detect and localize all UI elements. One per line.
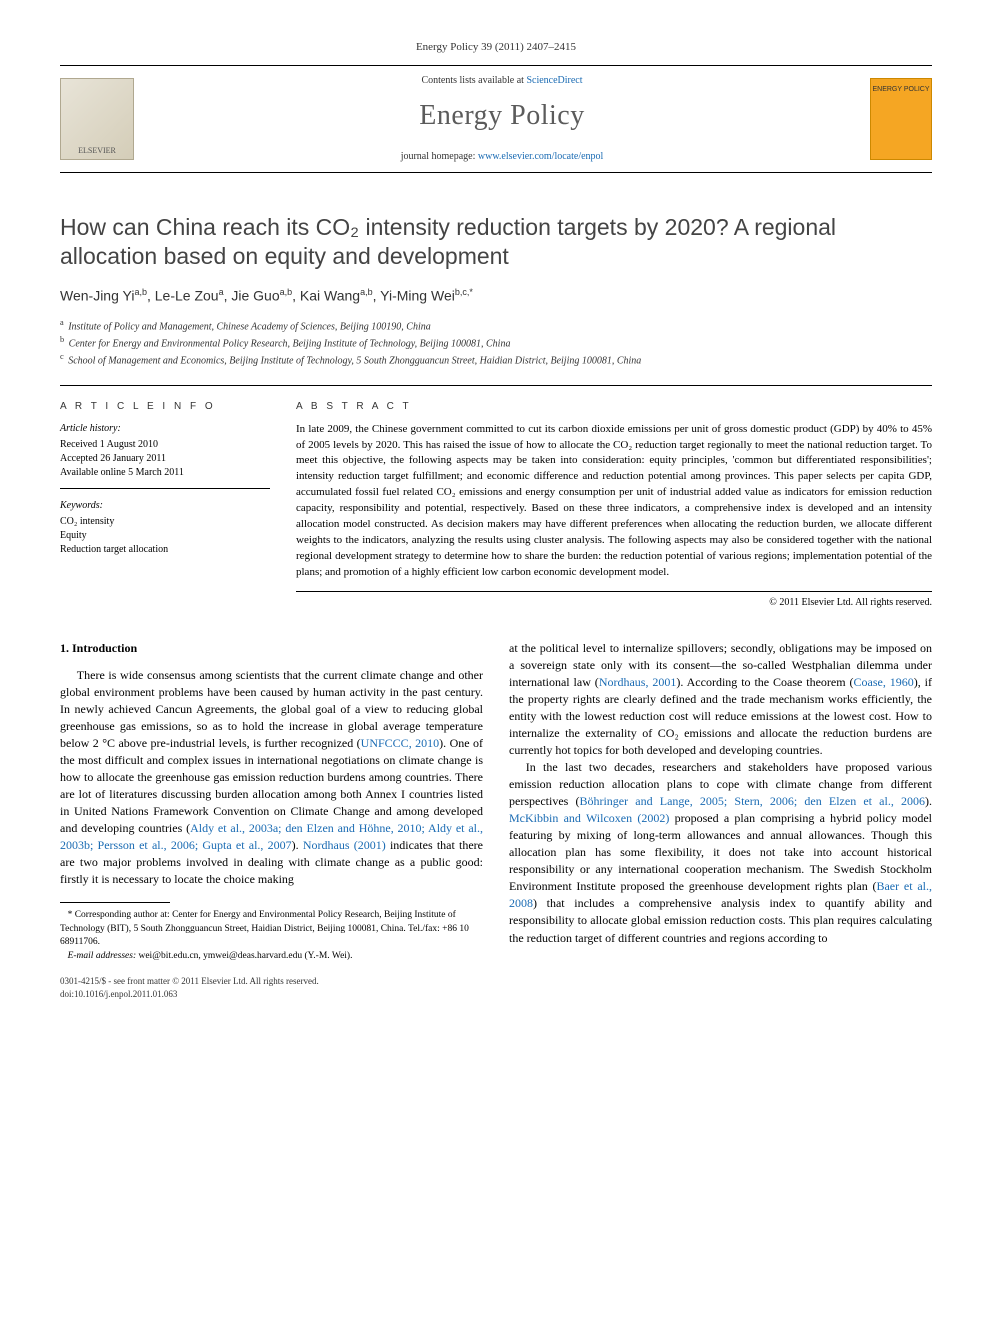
col2-p2-d: ) that includes a comprehensive analysis…: [509, 896, 932, 944]
ref-unfccc-2010[interactable]: UNFCCC, 2010: [361, 736, 439, 750]
abstract-column: A B S T R A C T In late 2009, the Chines…: [296, 400, 932, 610]
keyword-3: Reduction target allocation: [60, 543, 270, 557]
body-two-column: 1. Introduction There is wide consensus …: [60, 640, 932, 1000]
history-received: Received 1 August 2010: [60, 438, 270, 452]
keywords-block: Keywords: CO₂ intensity Equity Reduction…: [60, 499, 270, 557]
footer-doi: doi:10.1016/j.enpol.2011.01.063: [60, 988, 483, 1001]
footer-line-1: 0301-4215/$ - see front matter © 2011 El…: [60, 975, 483, 988]
article-info-heading: A R T I C L E I N F O: [60, 400, 270, 414]
intro-text-c: ).: [292, 838, 303, 852]
journal-homepage-line: journal homepage: www.elsevier.com/locat…: [148, 150, 856, 164]
section-1-heading: 1. Introduction: [60, 640, 483, 657]
elsevier-logo-label: ELSEVIER: [78, 145, 116, 156]
intro-paragraph-1: There is wide consensus among scientists…: [60, 667, 483, 888]
footnote-separator: [60, 902, 170, 903]
footnotes: * Corresponding author at: Center for En…: [60, 909, 483, 963]
keywords-label: Keywords:: [60, 499, 270, 513]
article-history-block: Article history: Received 1 August 2010 …: [60, 422, 270, 489]
journal-cover-label: ENERGY POLICY: [872, 85, 929, 95]
intro-paragraph-2: In the last two decades, researchers and…: [509, 759, 932, 946]
history-online: Available online 5 March 2011: [60, 466, 270, 480]
running-head-citation: Energy Policy 39 (2011) 2407–2415: [60, 40, 932, 55]
corresponding-author-note: * Corresponding author at: Center for En…: [60, 909, 483, 949]
col2-text-b: ). According to the Coase theorem (: [676, 675, 853, 689]
journal-homepage-link[interactable]: www.elsevier.com/locate/enpol: [478, 151, 603, 162]
ref-nordhaus-2001a[interactable]: Nordhaus (2001): [303, 838, 386, 852]
keyword-1: CO₂ intensity: [60, 515, 270, 529]
page-container: Energy Policy 39 (2011) 2407–2415 ELSEVI…: [0, 0, 992, 1030]
body-column-left: 1. Introduction There is wide consensus …: [60, 640, 483, 1000]
col2-p2-b: ).: [925, 794, 932, 808]
masthead-center: Contents lists available at ScienceDirec…: [148, 74, 856, 163]
intro-paragraph-1-continued: at the political level to internalize sp…: [509, 640, 932, 759]
homepage-prefix: journal homepage:: [401, 151, 478, 162]
article-info-column: A R T I C L E I N F O Article history: R…: [60, 400, 270, 610]
journal-cover-thumbnail: ENERGY POLICY: [870, 78, 932, 160]
body-column-right: at the political level to internalize sp…: [509, 640, 932, 1000]
keyword-2: Equity: [60, 529, 270, 543]
article-history-label: Article history:: [60, 422, 270, 436]
abstract-heading: A B S T R A C T: [296, 400, 932, 414]
elsevier-logo: ELSEVIER: [60, 78, 134, 160]
journal-name: Energy Policy: [148, 96, 856, 135]
affiliation-list: a Institute of Policy and Management, Ch…: [60, 317, 932, 369]
abstract-copyright: © 2011 Elsevier Ltd. All rights reserved…: [296, 596, 932, 610]
ref-nordhaus-2001b[interactable]: Nordhaus, 2001: [599, 675, 677, 689]
sciencedirect-link[interactable]: ScienceDirect: [526, 75, 582, 86]
ref-group-2[interactable]: Böhringer and Lange, 2005; Stern, 2006; …: [579, 794, 925, 808]
contents-prefix: Contents lists available at: [421, 75, 526, 86]
ref-mckibbin-wilcoxen[interactable]: McKibbin and Wilcoxen (2002): [509, 811, 669, 825]
journal-masthead: ELSEVIER Contents lists available at Sci…: [60, 65, 932, 172]
abstract-text: In late 2009, the Chinese government com…: [296, 422, 932, 592]
email-note: E-mail addresses: wei@bit.edu.cn, ymwei@…: [60, 950, 483, 963]
author-list: Wen-Jing Yia,b, Le-Le Zoua, Jie Guoa,b, …: [60, 286, 932, 306]
article-title: How can China reach its CO₂ intensity re…: [60, 213, 932, 273]
email-label: E-mail addresses:: [68, 951, 137, 961]
footer-copyright: 0301-4215/$ - see front matter © 2011 El…: [60, 975, 483, 1000]
info-abstract-row: A R T I C L E I N F O Article history: R…: [60, 385, 932, 610]
ref-coase-1960[interactable]: Coase, 1960: [854, 675, 914, 689]
history-accepted: Accepted 26 January 2011: [60, 452, 270, 466]
contents-available-line: Contents lists available at ScienceDirec…: [148, 74, 856, 88]
email-addresses: wei@bit.edu.cn, ymwei@deas.harvard.edu (…: [136, 951, 352, 961]
